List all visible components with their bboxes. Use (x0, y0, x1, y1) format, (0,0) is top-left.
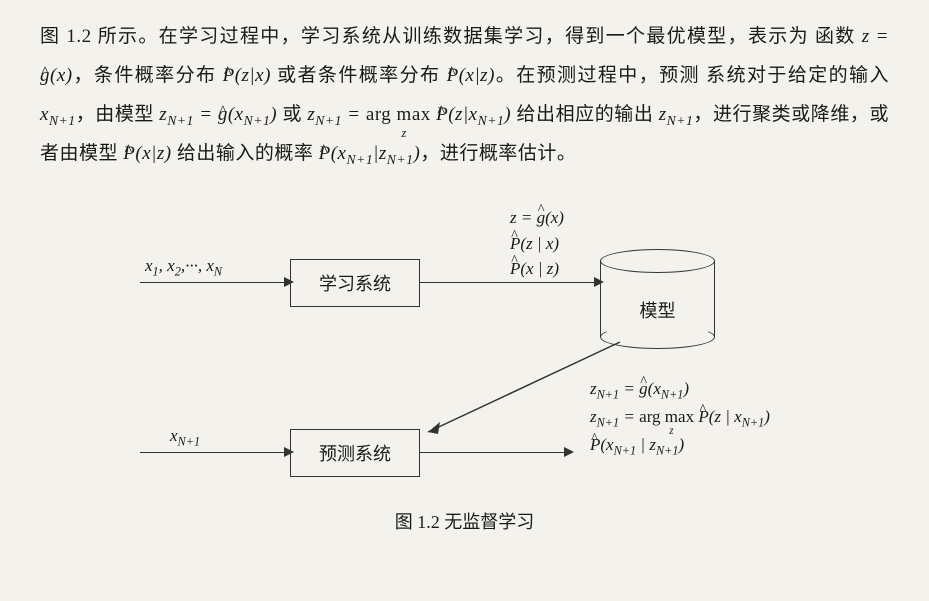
learn-system-box: 学习系统 (290, 259, 420, 307)
pxn1zn1: P(xN+1|zN+1) (319, 143, 421, 164)
line2b: ，条件概率分布 (73, 65, 223, 86)
line1: 图 1.2 所示。在学习过程中，学习系统从训练数据集学习，得到一个最优模型，表示… (40, 26, 809, 47)
predict-label: 预测系统 (319, 440, 391, 466)
input-sequence: x1, x2,···, xN (145, 256, 222, 279)
pxz2: P(x|z) (123, 143, 171, 164)
figure-diagram: x1, x2,···, xN xN+1 学习系统 预测系统 模型 z = g(x… (40, 204, 889, 534)
zn1-eq2: zN+1 = arg maxz P(z|xN+1) (307, 104, 511, 125)
learn-label: 学习系统 (319, 270, 391, 296)
predict-system-box: 预测系统 (290, 429, 420, 477)
eq-pzx: P(z|x) (223, 65, 271, 86)
xn1: xN+1 (40, 104, 76, 125)
input-xn1: xN+1 (170, 426, 200, 449)
line2a: 函数 (815, 26, 862, 47)
line3b: ，由模型 (76, 104, 160, 125)
line2c: 或者条件概率分布 (271, 65, 447, 86)
model-equations: z = g(x) P(z | x) P(x | z) (510, 206, 564, 283)
eq-pxz: P(x|z) (447, 65, 495, 86)
line3c: 或 (277, 104, 307, 125)
output-equations: zN+1 = g(xN+1) zN+1 = arg maxz P(z | xN+… (590, 376, 770, 461)
paragraph: 图 1.2 所示。在学习过程中，学习系统从训练数据集学习，得到一个最优模型，表示… (40, 18, 889, 174)
line2d: 。在预测过程中，预测 (495, 65, 700, 86)
model-cylinder: 模型 (600, 249, 715, 349)
figure-caption: 图 1.2 无监督学习 (40, 508, 889, 534)
model-label: 模型 (600, 297, 715, 323)
line4a: 给出相应的输出 (516, 104, 658, 125)
line4c: 给出输入的概率 (172, 143, 314, 164)
line5b: ，进行概率估计。 (420, 143, 576, 164)
line3a: 系统对于给定的输入 (706, 65, 889, 86)
zn1-eq1: zN+1 = g(xN+1) (159, 104, 277, 125)
zn1-out: zN+1 (659, 104, 694, 125)
